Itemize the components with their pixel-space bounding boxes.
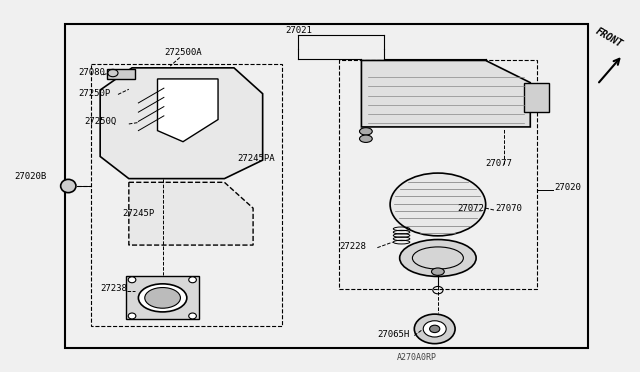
Ellipse shape [128, 277, 136, 283]
Text: 27250P: 27250P [78, 89, 110, 97]
Text: 272500A: 272500A [164, 48, 202, 57]
Ellipse shape [128, 313, 136, 319]
Text: FRONT: FRONT [594, 26, 625, 49]
Text: 27228: 27228 [339, 242, 366, 251]
Text: 27072: 27072 [457, 204, 484, 213]
Polygon shape [129, 182, 253, 245]
Text: 27238: 27238 [100, 284, 127, 293]
Bar [125, 276, 199, 319]
Ellipse shape [431, 268, 444, 275]
Ellipse shape [61, 179, 76, 193]
Bar [524, 83, 549, 112]
Ellipse shape [399, 240, 476, 276]
Polygon shape [362, 61, 531, 127]
Ellipse shape [189, 277, 196, 283]
Text: 27245PA: 27245PA [237, 154, 275, 163]
Ellipse shape [414, 314, 455, 344]
Ellipse shape [390, 173, 486, 236]
Ellipse shape [145, 288, 180, 308]
Text: 27070: 27070 [495, 204, 522, 213]
Ellipse shape [360, 128, 372, 135]
Text: 27250Q: 27250Q [84, 117, 116, 126]
Bar [106, 68, 135, 79]
Text: A270A0RP: A270A0RP [396, 353, 436, 362]
Bar [65, 23, 588, 349]
Text: 27080: 27080 [78, 68, 105, 77]
Text: 27021: 27021 [285, 26, 312, 35]
Polygon shape [157, 79, 218, 142]
Text: 27077: 27077 [486, 159, 513, 168]
Ellipse shape [138, 284, 187, 312]
Ellipse shape [423, 321, 446, 337]
Ellipse shape [189, 313, 196, 319]
Text: 27245P: 27245P [122, 209, 155, 218]
Ellipse shape [429, 325, 440, 333]
Polygon shape [100, 68, 262, 179]
Text: 27020B: 27020B [14, 171, 46, 181]
Ellipse shape [360, 135, 372, 142]
Text: 27020: 27020 [554, 183, 581, 192]
Text: 27065H: 27065H [378, 330, 410, 339]
Bar [339, 61, 537, 289]
